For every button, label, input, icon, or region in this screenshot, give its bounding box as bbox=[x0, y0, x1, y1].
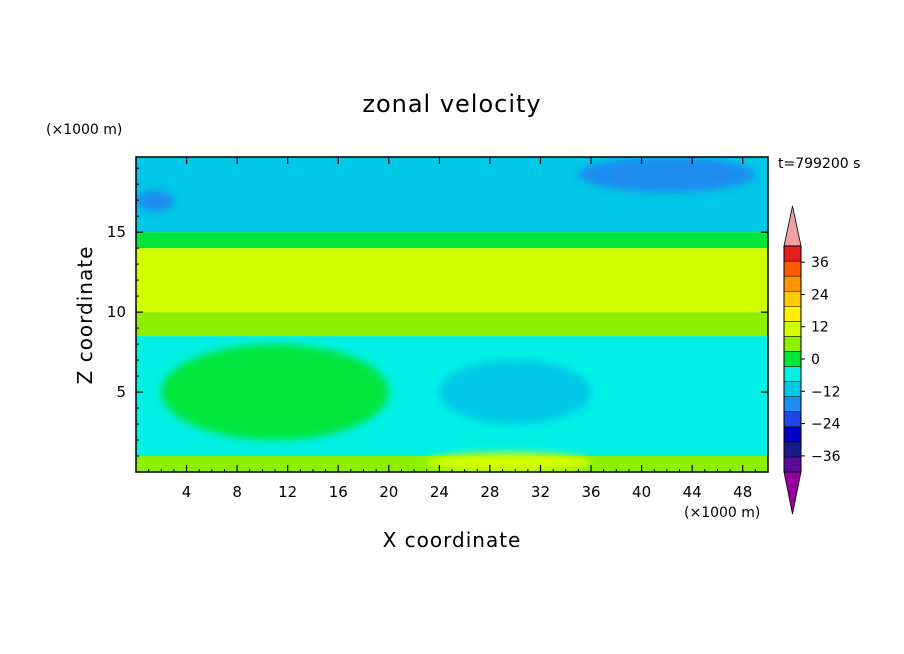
field-band bbox=[136, 232, 768, 249]
y-tick-label: 15 bbox=[107, 223, 126, 241]
field-band bbox=[136, 312, 768, 337]
y-unit-label: (×1000 m) bbox=[46, 122, 122, 138]
colorbar-segment bbox=[783, 396, 802, 412]
x-axis-label: X coordinate bbox=[383, 528, 522, 552]
x-tick-label: 12 bbox=[278, 483, 297, 501]
y-tick-label: 5 bbox=[116, 383, 126, 401]
field-feature bbox=[426, 452, 592, 472]
colorbar-segment bbox=[783, 260, 802, 277]
x-tick-label: 28 bbox=[480, 483, 499, 501]
x-tick-label: 16 bbox=[329, 483, 348, 501]
colorbar-segment bbox=[783, 441, 802, 458]
field-features bbox=[136, 157, 756, 472]
field-feature bbox=[136, 190, 174, 212]
time-label: t=799200 s bbox=[778, 156, 860, 172]
x-tick-label: 20 bbox=[379, 483, 398, 501]
x-tick-label: 8 bbox=[232, 483, 242, 501]
colorbar-label: −36 bbox=[811, 449, 841, 465]
colorbar-segment bbox=[783, 381, 802, 397]
colorbar-segment bbox=[783, 245, 802, 262]
colorbar-segment bbox=[783, 411, 802, 428]
x-tick-label: 32 bbox=[531, 483, 550, 501]
colorbar-label: 36 bbox=[811, 255, 829, 271]
field-feature bbox=[578, 157, 756, 193]
field-band bbox=[136, 248, 768, 313]
colorbar-label: −24 bbox=[811, 417, 841, 433]
x-tick-label: 36 bbox=[581, 483, 600, 501]
colorbar: 36 24 12 0 −12 −24 −36 bbox=[783, 205, 841, 515]
colorbar-segment bbox=[783, 366, 802, 382]
field-feature bbox=[477, 254, 604, 273]
colorbar-segment bbox=[783, 321, 802, 337]
colorbar-segment bbox=[783, 456, 802, 473]
x-axis: 4 8 12 16 20 24 28 32 36 40 44 48 bbox=[148, 157, 756, 501]
heatmap-field bbox=[136, 157, 768, 472]
colorbar-label: 12 bbox=[811, 320, 829, 336]
colorbar-label: −12 bbox=[811, 384, 841, 400]
colorbar-segment bbox=[783, 351, 802, 367]
chart-title: zonal velocity bbox=[362, 90, 541, 118]
field-feature bbox=[439, 360, 592, 425]
colorbar-label: 0 bbox=[811, 352, 820, 368]
y-tick-label: 10 bbox=[107, 303, 126, 321]
colorbar-label: 24 bbox=[811, 287, 829, 303]
colorbar-segment bbox=[783, 306, 802, 322]
x-unit-label: (×1000 m) bbox=[684, 505, 760, 521]
x-tick-label: 4 bbox=[182, 483, 192, 501]
y-axis: 5 10 15 bbox=[107, 167, 768, 457]
colorbar-segment bbox=[783, 336, 802, 352]
x-tick-label: 48 bbox=[733, 483, 752, 501]
colorbar-segment bbox=[783, 426, 802, 443]
x-tick-label: 24 bbox=[430, 483, 449, 501]
colorbar-segment bbox=[783, 290, 802, 307]
colorbar-segment bbox=[783, 275, 802, 292]
x-tick-label: 44 bbox=[683, 483, 702, 501]
y-axis-label: Z coordinate bbox=[73, 246, 97, 385]
x-tick-label: 40 bbox=[632, 483, 651, 501]
colorbar-over-triangle bbox=[783, 205, 802, 247]
colorbar-under-triangle bbox=[783, 471, 802, 515]
field-feature bbox=[161, 344, 389, 441]
